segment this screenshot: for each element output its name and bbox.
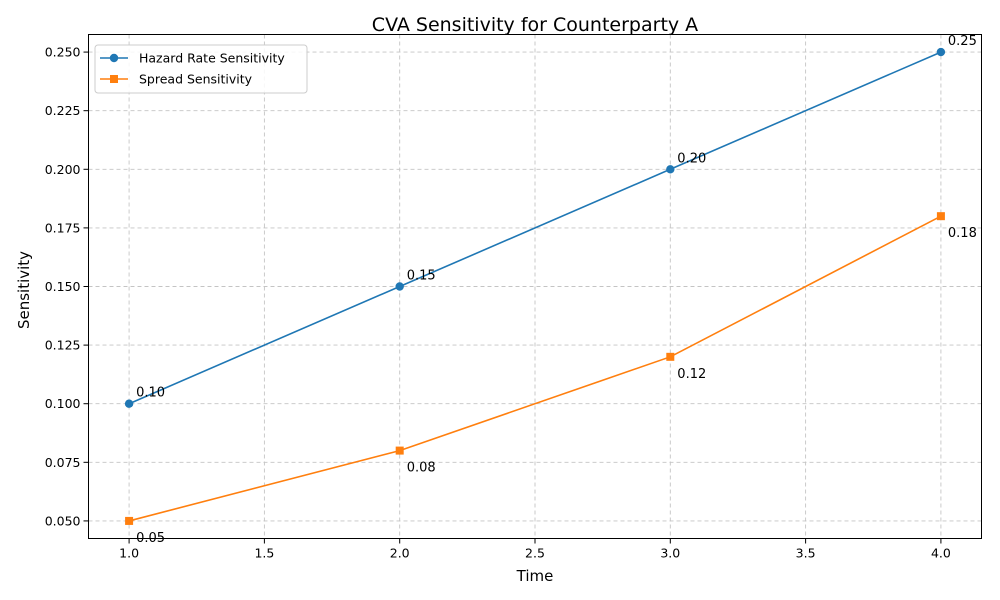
hazard-rate-point (936, 47, 946, 57)
x-tick-label: 2.5 (525, 546, 545, 561)
x-axis-ticks: 1.0 1.5 2.0 2.5 3.0 3.5 4.0 (119, 538, 951, 561)
y-tick-label: 0.250 (45, 45, 81, 60)
x-tick-label: 3.5 (796, 546, 816, 561)
x-tick-label: 4.0 (931, 546, 951, 561)
hazard-rate-data-label: 0.25 (948, 34, 977, 49)
x-tick-label: 1.0 (119, 546, 139, 561)
spread-data-label: 0.08 (407, 461, 436, 476)
hazard-rate-data-label: 0.15 (407, 269, 436, 284)
spread-point (125, 516, 134, 525)
hazard-rate-data-label: 0.10 (136, 386, 165, 401)
legend-frame (94, 44, 308, 94)
legend-hazard-rate-label: Hazard Rate Sensitivity (139, 51, 285, 66)
spread-point (936, 212, 945, 221)
spread-point (395, 446, 404, 455)
hazard-rate-point (124, 399, 134, 408)
y-tick-label: 0.225 (45, 103, 81, 118)
legend: Hazard Rate Sensitivity Spread Sensitivit… (94, 44, 308, 94)
x-tick-label: 1.5 (254, 546, 274, 561)
hazard-rate-point (666, 165, 675, 174)
spread-series: 0.050.080.120.18 (125, 212, 977, 546)
hazard-rate-line (128, 51, 942, 405)
y-tick-label: 0.075 (45, 455, 81, 470)
hazard-rate-series: 0.10 0.15 0.20 0.25 (124, 34, 977, 408)
spread-line (128, 215, 942, 522)
x-tick-label: 2.0 (390, 546, 410, 561)
y-axis-ticks: 0.050 0.075 0.100 0.125 0.150 0.175 0.200 0.225… (45, 45, 89, 528)
spread-data-label: 0.12 (677, 367, 706, 382)
legend-hazard-rate-marker (109, 53, 119, 63)
x-axis-label: Time (516, 567, 554, 585)
hazard-rate-data-label: 0.20 (677, 151, 706, 166)
y-tick-label: 0.050 (45, 513, 81, 528)
spread-data-label: 0.18 (948, 226, 977, 241)
legend-spread-label: Spread Sensitivity (139, 72, 253, 87)
hazard-rate-point (395, 282, 404, 291)
grid-lines (88, 34, 982, 539)
y-tick-label: 0.175 (45, 220, 81, 235)
chart-title: CVA Sensitivity for Counterparty A (372, 14, 698, 36)
x-tick-label: 3.0 (660, 546, 680, 561)
y-tick-label: 0.125 (45, 338, 81, 353)
legend-spread-marker (110, 75, 118, 83)
y-tick-label: 0.100 (45, 396, 81, 411)
y-tick-label: 0.200 (45, 162, 81, 177)
spread-point (666, 352, 675, 361)
y-axis-label: Sensitivity (15, 251, 33, 329)
y-tick-label: 0.150 (45, 279, 81, 294)
